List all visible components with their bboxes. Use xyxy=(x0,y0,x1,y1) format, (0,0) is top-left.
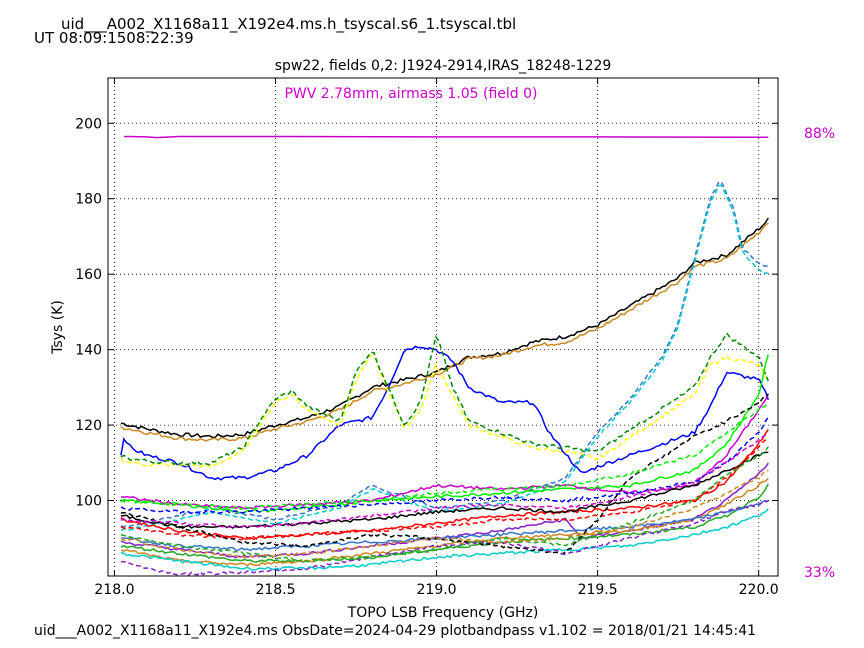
y-tick-label: 100 xyxy=(75,494,102,510)
tsys-series-18 xyxy=(120,393,769,555)
tsys-series-2 xyxy=(120,345,770,481)
atmospheric-transmission-line xyxy=(124,135,769,139)
plot-area xyxy=(120,135,770,577)
pwv-annotation: PWV 2.78mm, airmass 1.05 (field 0) xyxy=(284,86,537,102)
tsys-series-17 xyxy=(120,437,769,541)
tsys-series-0 xyxy=(120,217,769,439)
y-tick-label: 140 xyxy=(75,343,102,359)
transmission-label-top: 88% xyxy=(804,126,835,142)
chart-title: spw22, fields 0,2: J1924-2914,IRAS_18248… xyxy=(275,58,612,74)
tsys-series-3 xyxy=(120,354,769,469)
tsys-series-19 xyxy=(120,500,769,577)
tsys-series-4 xyxy=(120,332,769,466)
y-tick-label: 160 xyxy=(75,267,102,283)
tsys-series-20 xyxy=(120,446,769,563)
series-lines xyxy=(120,135,770,577)
tsys-series-6 xyxy=(120,184,769,531)
tsys-series-14 xyxy=(120,508,769,571)
axis-ticks: 218.0 218.5 219.0 219.5 220.0 100 120 140 160 180… xyxy=(75,78,779,598)
x-tick-label: 218.0 xyxy=(94,582,134,598)
tsys-series-13 xyxy=(120,477,769,567)
transmission-label-bottom: 33% xyxy=(804,565,835,581)
y-tick-label: 180 xyxy=(75,192,102,208)
tsys-series-7 xyxy=(120,354,770,514)
x-tick-label: 220.0 xyxy=(739,582,779,598)
y-tick-label: 120 xyxy=(75,418,102,434)
y-axis-label: Tsys (K) xyxy=(50,300,66,355)
footer-info: uid___A002_X1168a11_X192e4.ms ObsDate=20… xyxy=(34,623,756,639)
x-axis-label: TOPO LSB Frequency (GHz) xyxy=(347,605,539,621)
tsys-series-22 xyxy=(120,432,769,529)
tsys-series-1 xyxy=(120,222,769,442)
y-tick-label: 200 xyxy=(75,116,102,132)
tsys-series-16 xyxy=(120,416,769,515)
tsys-series-21 xyxy=(120,402,769,511)
x-tick-label: 219.5 xyxy=(578,582,618,598)
tsys-series-5 xyxy=(120,180,769,528)
x-tick-label: 218.5 xyxy=(255,582,295,598)
plot-frame xyxy=(107,77,779,577)
time-range: UT 08:09:1508:22:39 xyxy=(34,29,194,47)
x-tick-label: 219.0 xyxy=(417,582,457,598)
tsys-series-23 xyxy=(120,469,769,559)
file-title: uid___A002_X1168a11_X192e4.ms.h_tsyscal.… xyxy=(61,15,516,34)
